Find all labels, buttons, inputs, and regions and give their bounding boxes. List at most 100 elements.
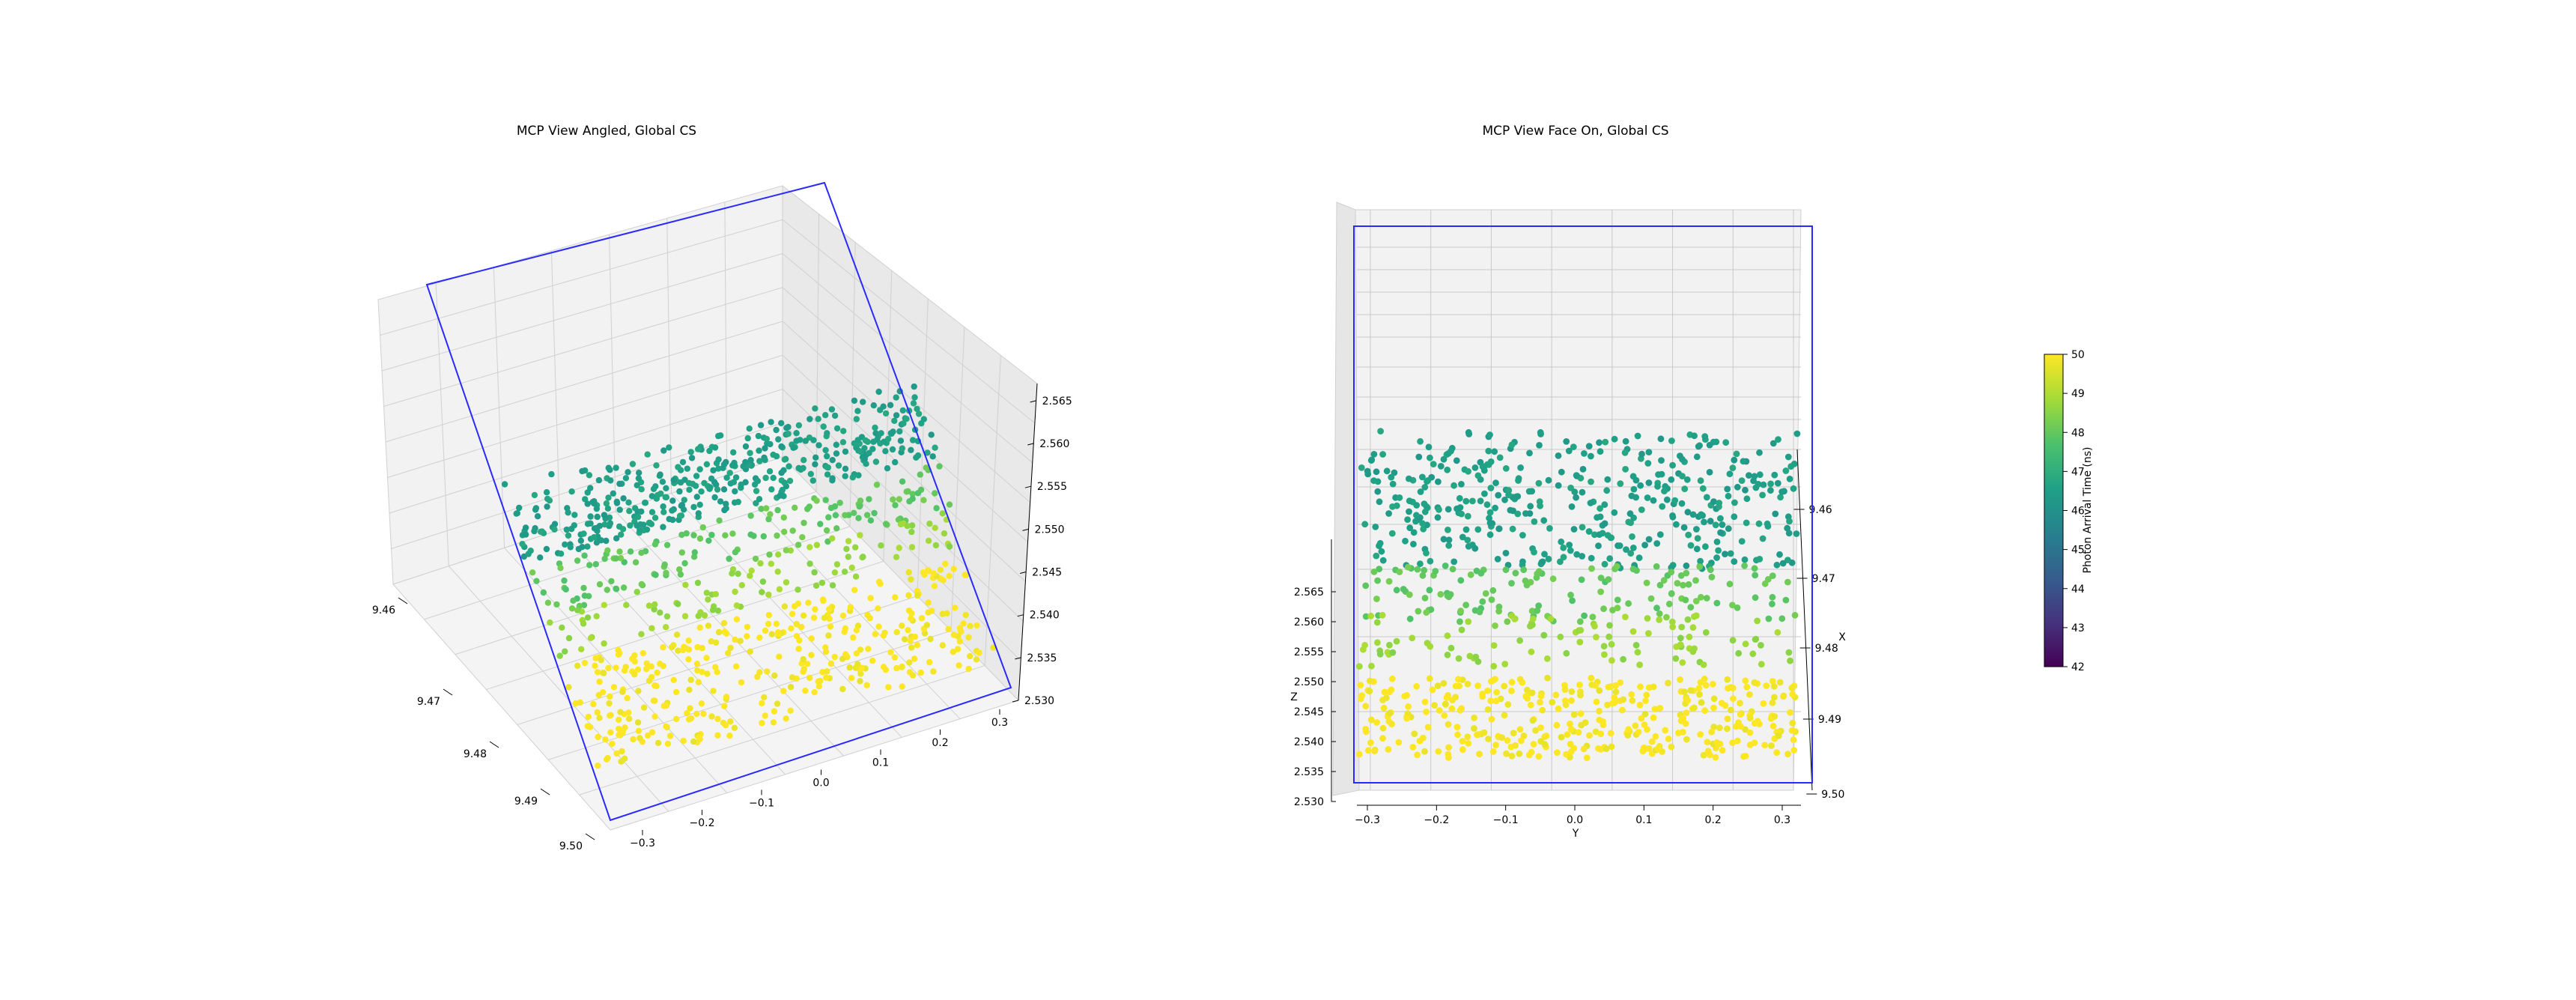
data-point [522, 531, 529, 538]
data-point [798, 623, 805, 631]
data-point [540, 589, 547, 596]
data-point [638, 508, 645, 515]
data-point [693, 710, 700, 718]
data-point [620, 495, 627, 502]
data-point [905, 592, 912, 599]
data-point [1632, 722, 1639, 730]
data-point [1648, 738, 1656, 745]
data-point [1728, 684, 1734, 691]
data-point [917, 486, 925, 493]
data-point [1457, 577, 1465, 584]
data-point [1697, 731, 1704, 738]
data-point [632, 559, 640, 566]
data-point [1531, 518, 1538, 525]
data-point [1793, 530, 1800, 537]
grid-line [387, 354, 783, 478]
data-point [1441, 712, 1448, 719]
data-point [1737, 711, 1744, 718]
data-point [892, 458, 899, 466]
data-point [712, 591, 720, 598]
data-point [1746, 729, 1754, 736]
y-tick-label: 0.2 [932, 737, 948, 749]
data-point [1501, 496, 1508, 503]
data-point [1764, 520, 1771, 527]
data-point [1602, 438, 1609, 446]
data-point [1379, 451, 1386, 458]
data-point [1456, 706, 1464, 714]
data-point [653, 462, 660, 469]
data-point [514, 510, 520, 517]
data-point [921, 571, 928, 578]
data-point [804, 506, 811, 512]
data-point [1724, 715, 1731, 722]
data-point [857, 502, 863, 509]
data-point [1361, 641, 1368, 649]
data-point [766, 551, 773, 558]
data-point [1685, 581, 1692, 588]
data-point [1680, 524, 1688, 531]
data-point [1709, 680, 1716, 688]
data-point [1601, 520, 1609, 527]
data-point [627, 548, 634, 555]
data-point [759, 578, 767, 585]
data-point [1585, 528, 1593, 535]
data-point [853, 416, 860, 422]
data-point [698, 488, 705, 495]
data-point [954, 646, 962, 652]
data-point [1752, 484, 1760, 491]
x-tick-label: 9.49 [1818, 714, 1841, 726]
data-point [1611, 435, 1618, 443]
data-point [618, 531, 625, 538]
data-point [592, 561, 599, 568]
data-point [631, 652, 638, 659]
data-point [616, 523, 623, 530]
data-point [604, 587, 610, 593]
data-point [1625, 726, 1632, 733]
data-point [1696, 563, 1704, 570]
grid-line [455, 526, 851, 655]
data-point [1694, 535, 1701, 542]
data-point [857, 678, 863, 685]
data-point [786, 463, 792, 470]
data-point [1362, 703, 1370, 709]
data-point [1767, 487, 1774, 494]
data-point [1436, 506, 1442, 513]
data-point [1570, 443, 1577, 450]
x-tick-mark [398, 597, 408, 604]
data-point [695, 679, 702, 685]
data-point [1650, 683, 1657, 691]
data-point [1731, 558, 1738, 565]
data-point [1743, 495, 1751, 503]
data-point [1527, 622, 1534, 630]
data-point [1445, 536, 1453, 544]
data-point [944, 610, 950, 616]
data-point [648, 625, 655, 631]
data-point [601, 512, 608, 518]
data-point [1623, 546, 1629, 553]
data-point [1464, 512, 1471, 520]
data-point [1404, 563, 1412, 571]
data-point [591, 534, 598, 541]
data-point [1668, 743, 1675, 751]
data-point [1367, 739, 1374, 746]
data-point [909, 437, 917, 443]
data-point [899, 683, 905, 690]
data-point [872, 424, 878, 431]
data-point [1456, 494, 1463, 502]
data-point [568, 605, 576, 612]
data-point [1488, 596, 1495, 603]
data-point [1576, 681, 1583, 688]
data-point [1784, 557, 1791, 563]
data-point [827, 660, 835, 667]
data-point [878, 542, 884, 549]
data-point [1459, 738, 1466, 745]
data-point [771, 708, 778, 715]
data-point [1601, 501, 1609, 509]
data-point [1421, 508, 1429, 515]
data-point [1528, 488, 1536, 495]
data-point [587, 513, 594, 520]
data-point [839, 612, 847, 619]
data-point [625, 469, 631, 476]
